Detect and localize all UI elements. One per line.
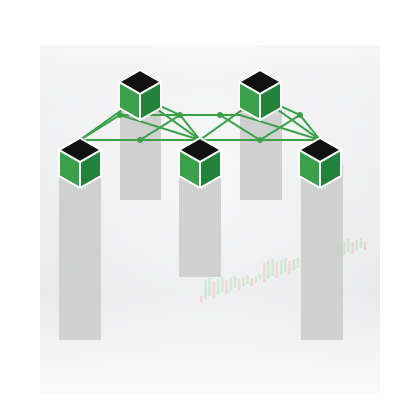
cube-3 — [179, 138, 221, 188]
column-1 — [59, 165, 101, 340]
cube-5 — [299, 138, 341, 188]
cube-1 — [59, 138, 101, 188]
cube-4 — [239, 70, 281, 120]
cube-2 — [119, 70, 161, 120]
column-5 — [301, 165, 343, 340]
